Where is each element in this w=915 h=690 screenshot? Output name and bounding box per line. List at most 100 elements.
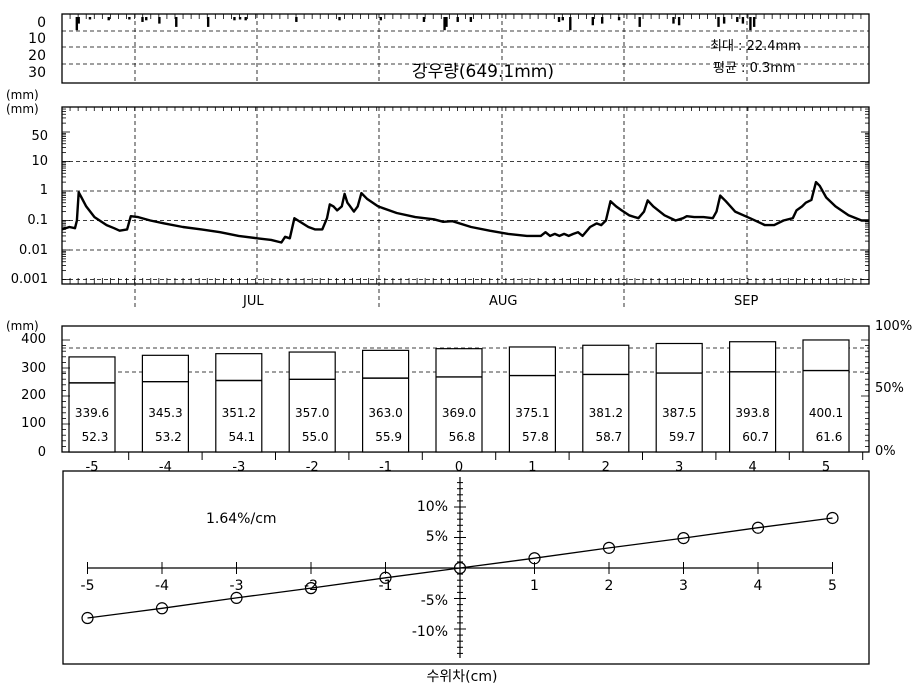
storage-bar	[802, 339, 850, 453]
rainfall-ytick: 0	[37, 15, 46, 31]
rainfall-bar	[206, 17, 210, 27]
sensitivity-xtick-label: 3	[679, 578, 688, 594]
sensitivity-xlabel: 수위차(cm)	[427, 669, 498, 685]
storage-bars: 339.6 52.3 345.3 53.2 351.2 54.1 357.0 55.0 363.…	[62, 339, 869, 453]
sensitivity-point	[304, 582, 318, 595]
storage-ylabel: (mm)	[6, 319, 39, 333]
sensitivity-panel: -5 -4 -3 -2 -1 1 2 3 4 5 10% 5% -5% -10% 1.64%/cm…	[62, 470, 870, 685]
sensitivity-xtick-label: 2	[605, 578, 614, 594]
sensitivity-xtick-label: 5	[828, 578, 837, 594]
rainfall-bar	[638, 17, 641, 27]
storage-percent-label: 57.8	[522, 430, 549, 444]
rainfall-bar	[443, 17, 446, 31]
log-ytick: 0.01	[19, 243, 48, 258]
storage-category-label: 4	[748, 460, 756, 475]
storage-ytick: 400	[21, 332, 46, 347]
storage-bar	[141, 354, 189, 453]
storage-value-label: 369.0	[442, 406, 476, 420]
storage-right-y-ticks: 100% 50% 0%	[875, 319, 912, 459]
rainfall-bar	[77, 17, 80, 24]
rainfall-day-ticks	[61, 14, 862, 19]
storage-percent-label: 55.9	[375, 430, 402, 444]
rainfall-panel: 0 10 20 30 (mm) 강우량(649.1mm) 최대 : 22.4mm…	[6, 13, 870, 102]
rainfall-gridlines	[62, 14, 869, 83]
storage-bar	[215, 353, 263, 453]
storage-bar	[728, 341, 777, 453]
storage-category-label: 0	[455, 460, 463, 475]
month-label-aug: AUG	[489, 294, 517, 309]
sensitivity-ytick: 5%	[426, 529, 448, 545]
rainfall-mean-annotation: 평균 : 0.3mm	[713, 61, 796, 76]
sensitivity-point	[528, 552, 541, 565]
storage-panel: 339.6 52.3 345.3 53.2 351.2 54.1 357.0 55.0 363.…	[6, 319, 912, 475]
rainfall-bar	[600, 17, 604, 24]
log-ytick: 50	[31, 129, 48, 144]
sensitivity-xtick-label: 4	[754, 578, 763, 594]
rainfall-bar	[145, 17, 148, 21]
rainfall-bar	[88, 17, 92, 20]
sensitivity-x-tick-labels: -5 -4 -3 -2 -1 1 2 3 4 5	[81, 578, 837, 594]
sensitivity-point	[826, 511, 839, 525]
rainfall-ytick: 10	[28, 31, 46, 47]
rainfall-bar	[338, 17, 341, 21]
storage-percent-label: 59.7	[669, 430, 696, 444]
month-labels: JUL AUG SEP	[242, 294, 758, 309]
sensitivity-point	[155, 602, 169, 615]
rainfall-ytick: 20	[28, 48, 46, 64]
storage-right-ytick: 50%	[875, 381, 904, 396]
storage-right-ytick: 100%	[875, 319, 912, 334]
sensitivity-xtick-label: -3	[230, 578, 244, 594]
sensitivity-ytick: -5%	[421, 593, 448, 609]
rainfall-ylabel: (mm)	[6, 88, 39, 102]
storage-percent-label: 55.0	[302, 430, 329, 444]
storage-y-ticks: 400 300 200 100 0	[21, 332, 46, 460]
storage-value-label: 387.5	[662, 406, 696, 420]
log-ytick: 0.1	[27, 213, 48, 228]
rainfall-y-ticks: 0 10 20 30	[28, 15, 46, 81]
storage-percent-label: 61.6	[816, 430, 843, 444]
rainfall-bar	[233, 17, 236, 21]
log-series-plot-frame	[61, 106, 870, 285]
rainfall-bar	[379, 17, 382, 21]
rainfall-bar	[557, 17, 561, 22]
rainfall-bar	[295, 17, 298, 22]
sensitivity-xtick-label: -1	[379, 578, 393, 594]
rainfall-bar	[561, 17, 564, 21]
storage-bar	[68, 356, 116, 453]
storage-bar	[582, 344, 630, 453]
log-ytick: 10	[31, 154, 48, 169]
storage-percent-label: 56.8	[449, 430, 476, 444]
storage-value-label: 400.1	[809, 406, 843, 420]
sensitivity-xtick-label: -5	[81, 578, 95, 594]
rainfall-total-annotation: 강우량(649.1mm)	[412, 62, 554, 82]
sensitivity-ytick: 10%	[417, 499, 448, 515]
sensitivity-xtick-label: -4	[155, 578, 169, 594]
log-ytick: 0.001	[11, 272, 48, 287]
log-series-line	[61, 180, 869, 244]
storage-value-label: 363.0	[368, 406, 402, 420]
sensitivity-point	[230, 591, 243, 604]
sensitivity-line	[87, 517, 833, 619]
storage-ytick: 300	[21, 361, 46, 376]
storage-category-label: 5	[822, 460, 830, 475]
storage-category-label: -3	[232, 460, 245, 475]
rainfall-bar	[677, 17, 681, 26]
rainfall-bar	[238, 17, 242, 20]
storage-percent-label: 54.1	[228, 430, 255, 444]
rainfall-bar	[422, 17, 426, 22]
sensitivity-xtick-label: 1	[530, 578, 539, 594]
rainfall-bar	[569, 17, 572, 31]
log-series-ticks	[61, 106, 869, 284]
sensitivity-plot-frame	[62, 470, 870, 665]
sensitivity-ytick: -10%	[412, 624, 448, 640]
storage-bar	[288, 351, 336, 453]
rainfall-max-annotation: 최대 : 22.4mm	[710, 39, 801, 54]
month-label-jul: JUL	[242, 294, 264, 309]
rainfall-bars	[75, 17, 756, 31]
rainfall-bar	[617, 17, 621, 21]
storage-right-ytick: 0%	[875, 444, 896, 459]
sensitivity-points	[81, 511, 839, 625]
rainfall-bar	[107, 17, 110, 21]
sensitivity-y-tick-labels: 10% 5% -5% -10%	[412, 499, 448, 640]
